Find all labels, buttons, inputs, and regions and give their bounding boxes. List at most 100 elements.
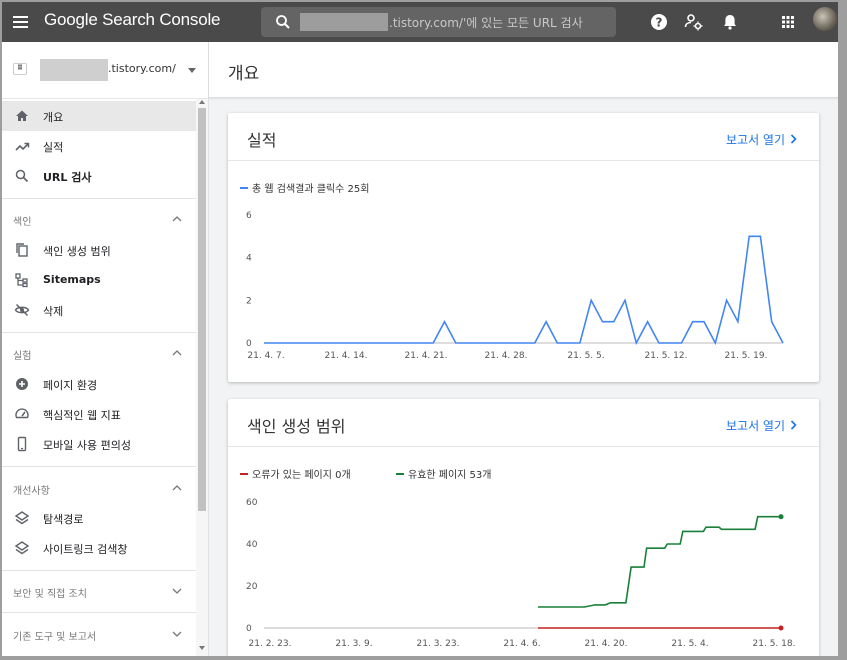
eye-off-icon (14, 303, 30, 317)
section-label: 기존 도구 및 보고서 (13, 632, 97, 643)
sidebar-item-removals[interactable]: 삭제 (2, 295, 196, 325)
x-tick-label: 21. 4. 28. (485, 351, 528, 361)
plus-circle-icon (16, 378, 28, 390)
section-header-index[interactable]: 색인 (2, 204, 196, 234)
chevron-down-icon (172, 631, 182, 637)
section-header-experience[interactable]: 실험 (2, 338, 196, 368)
apps-grid-icon[interactable] (778, 12, 798, 32)
sidebar-item-coverage[interactable]: 색인 생성 범위 (2, 235, 196, 265)
account-avatar[interactable] (813, 7, 837, 31)
performance-chart: 0 2 4 6 21. 4. 7. 21. 4. 14. 21. 4. 21. 21. 4. … (246, 211, 784, 361)
section-label: 보안 및 직접 조치 (13, 589, 87, 600)
sidebar-item-label: URL 검사 (43, 171, 92, 184)
chevron-up-icon (172, 350, 182, 356)
sidebar-item-performance[interactable]: 실적 (2, 131, 196, 161)
y-tick-label: 60 (246, 498, 258, 508)
scroll-up-arrow-icon[interactable] (199, 100, 205, 104)
trending-up-icon (15, 142, 30, 151)
x-tick-label: 21. 5. 5. (567, 351, 604, 361)
chevron-right-icon[interactable] (790, 420, 797, 430)
property-domain: .tistory.com/ (108, 62, 176, 75)
app-window: Google Search Console .tistory.com/'에 있는… (2, 2, 838, 656)
y-tick-label: 20 (246, 582, 258, 592)
x-tick-label: 21. 3. 9. (335, 639, 372, 649)
sidebar-item-page-experience[interactable]: 페이지 환경 (2, 369, 196, 399)
legend-label: 총 웹 검색결과 클릭수 25회 (252, 184, 370, 195)
chevron-down-icon (172, 588, 182, 594)
section-header-legacy-tools[interactable]: 기존 도구 및 보고서 (2, 619, 196, 649)
manage-users-icon[interactable] (684, 12, 704, 32)
menu-icon[interactable] (10, 10, 34, 34)
layers-icon (14, 541, 30, 555)
page-title: 개요 (228, 64, 260, 84)
coverage-chart: 0 20 40 60 21. 2. 23. 21. 3. 9. 21. 3. 23. 21. … (246, 498, 796, 649)
sidebar-item-sitelinks-searchbox[interactable]: 사이트링크 검색창 (2, 533, 196, 563)
legend-valid[interactable]: 유효한 페이지 53개 (396, 463, 491, 481)
property-selector[interactable]: ⠿ .tistory.com/ (2, 42, 209, 99)
sidebar-scroll-thumb[interactable] (198, 108, 206, 511)
section-header-security[interactable]: 보안 및 직접 조치 (2, 576, 196, 606)
sidebar-item-url-inspection[interactable]: URL 검사 (2, 161, 196, 191)
legend-label: 유효한 페이지 53개 (408, 470, 492, 481)
card-divider (228, 160, 819, 161)
layers-icon (14, 511, 30, 525)
property-favicon: ⠿ (13, 63, 27, 75)
section-label: 개선사항 (13, 486, 50, 497)
sidebar-item-label: 삭제 (43, 305, 64, 318)
sitemap-icon (15, 273, 28, 288)
clicks-series-line (264, 235, 784, 346)
sidebar-item-label: 개요 (43, 111, 64, 124)
x-tick-label: 21. 2. 23. (249, 639, 292, 649)
legend-errors[interactable]: 오류가 있는 페이지 0개 (240, 463, 351, 481)
sidebar-item-label: 사이트링크 검색창 (43, 543, 128, 556)
section-header-enhancements[interactable]: 개선사항 (2, 473, 196, 503)
performance-card: 실적 보고서 열기 총 웹 검색결과 클릭수 25회 0 2 4 6 21. 4. 7.… (228, 113, 819, 382)
x-tick-label: 21. 5. 19. (725, 351, 768, 361)
page-header: 개요 (209, 42, 838, 98)
valid-end-point (778, 514, 784, 520)
sidebar-item-label: 핵심적인 웹 지표 (43, 409, 121, 422)
app-title: Google Search Console (44, 10, 221, 29)
y-tick-label: 2 (246, 296, 252, 306)
notifications-icon[interactable] (720, 12, 740, 32)
legend-swatch (396, 472, 404, 475)
url-inspect-search[interactable]: .tistory.com/'에 있는 모든 URL 검사 (261, 7, 616, 37)
redacted-domain (300, 13, 388, 31)
card-title: 실적 (247, 131, 277, 150)
valid-series-line (538, 515, 781, 608)
coverage-card: 색인 생성 범위 보고서 열기 오류가 있는 페이지 0개 유효한 페이지 53… (228, 399, 819, 656)
y-tick-label: 4 (246, 254, 252, 264)
y-tick-label: 0 (246, 624, 252, 634)
sidebar-item-sitemaps[interactable]: Sitemaps (2, 265, 196, 295)
sidebar-item-mobile-usability[interactable]: 모바일 사용 편의성 (2, 429, 196, 459)
chevron-up-icon (172, 485, 182, 491)
sidebar-item-core-web-vitals[interactable]: 핵심적인 웹 지표 (2, 399, 196, 429)
open-report-link[interactable]: 보고서 열기 (725, 133, 785, 147)
x-tick-label: 21. 4. 21. (405, 351, 448, 361)
legend-swatch (240, 186, 248, 189)
sidebar-item-overview[interactable]: 개요 (2, 101, 196, 131)
svg-text:?: ? (656, 16, 663, 30)
sidebar-item-label: 탐색경로 (43, 513, 84, 526)
x-tick-label: 21. 5. 18. (753, 639, 796, 649)
chevron-right-icon[interactable] (790, 134, 797, 144)
sidebar-item-label: Sitemaps (43, 273, 101, 286)
sidebar-item-label: 색인 생성 범위 (43, 245, 111, 258)
errors-end-point (778, 625, 784, 631)
sidebar-item-label: 페이지 환경 (43, 379, 98, 392)
sidebar: ⠿ .tistory.com/ 개요 실적 URL 검사 색인 색인 생성 범위 (2, 42, 209, 656)
scroll-down-arrow-icon[interactable] (199, 646, 205, 650)
legend-clicks[interactable]: 총 웹 검색결과 클릭수 25회 (240, 177, 369, 195)
copy-icon (16, 243, 28, 257)
redacted-property-name (40, 59, 108, 81)
sidebar-divider (2, 612, 196, 613)
home-icon (16, 110, 28, 121)
sidebar-item-breadcrumbs[interactable]: 탐색경로 (2, 503, 196, 533)
legend-swatch (240, 472, 248, 475)
help-icon[interactable]: ? (649, 12, 669, 32)
x-tick-label: 21. 4. 20. (585, 639, 628, 649)
sidebar-divider (2, 466, 196, 467)
y-tick-label: 6 (246, 211, 252, 221)
x-tick-label: 21. 3. 23. (417, 639, 460, 649)
open-report-link[interactable]: 보고서 열기 (725, 419, 785, 433)
